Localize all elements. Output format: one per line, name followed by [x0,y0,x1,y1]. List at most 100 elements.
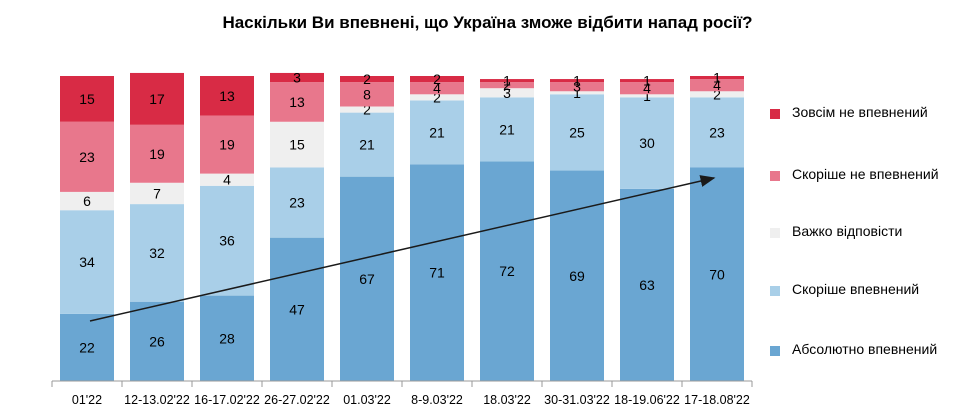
data-label: 23 [79,149,95,165]
bar-segment [690,76,744,80]
data-label: 2 [363,102,371,118]
data-label: 21 [429,124,445,140]
x-tick-label: 8-9.03'22 [411,393,463,407]
data-label: 8 [363,86,371,102]
data-label: 23 [289,195,305,211]
bar-segment [130,204,184,302]
bar-segment [340,82,394,107]
data-label: 7 [153,185,161,201]
legend-swatch [770,228,780,238]
data-label: 32 [149,245,165,261]
x-tick-label: 18-19.06'22 [614,393,680,407]
data-label: 72 [499,263,515,279]
legend-swatch [770,109,780,119]
bar-segment [690,91,744,98]
bar-segment [340,106,394,113]
bar-segment [200,115,254,174]
data-label: 36 [219,233,235,249]
data-label: 21 [499,121,515,137]
bar-segment [690,97,744,168]
bar-segment [270,82,324,122]
data-label: 30 [639,135,655,151]
bar-segment [410,100,464,165]
bar-segment [550,94,604,171]
data-label: 2 [713,86,721,102]
bar-segment [620,94,674,98]
data-label: 1 [573,85,581,101]
legend-label: Важко відповісти [792,223,903,239]
data-label: 2 [433,71,441,87]
data-label: 17 [149,91,165,107]
bar-segment [130,301,184,381]
legend-swatch [770,286,780,296]
data-label: 63 [639,277,655,293]
x-tick-label: 01'22 [72,393,102,407]
data-label: 2 [503,77,511,93]
data-label: 28 [219,330,235,346]
bar-segment [480,97,534,162]
bar-segment [130,124,184,183]
x-tick-label: 30-31.03'22 [544,393,610,407]
legend-label: Скоріше не впевнений [792,166,939,182]
bar-segment [200,76,254,116]
bar-segment [130,72,184,125]
x-tick-label: 12-13.02'22 [124,393,190,407]
data-label: 1 [643,73,651,89]
bar-segment [130,182,184,205]
data-label: 23 [709,124,725,140]
data-label: 1 [503,73,511,89]
data-label: 19 [149,146,165,162]
bar-segment [480,161,534,381]
data-label: 22 [79,339,95,355]
bar-segment [340,176,394,381]
bar-segment [270,121,324,168]
bar-segment [60,191,114,211]
bar-segment [410,76,464,83]
data-label: 19 [219,137,235,153]
bar-segment [410,82,464,95]
data-label: 3 [293,70,301,86]
data-label: 70 [709,266,725,282]
bar-segment [550,79,604,83]
bar-segment [620,97,674,189]
bar-segment [620,82,674,95]
data-label: 21 [359,137,375,153]
data-label: 25 [569,124,585,140]
bar-segment [620,188,674,381]
bar-segment [480,88,534,98]
chart-title: Наскільки Ви впевнені, що Україна зможе … [222,13,753,32]
bar-segment [270,167,324,238]
data-label: 47 [289,301,305,317]
data-label: 13 [289,94,305,110]
bar-segment [60,313,114,381]
x-tick-label: 01.03'22 [343,393,391,407]
bar-segment [690,167,744,381]
data-label: 4 [433,80,441,96]
x-tick-label: 26-27.02'22 [264,393,330,407]
data-label: 6 [83,193,91,209]
bar-segment [410,164,464,381]
data-label: 71 [429,265,445,281]
data-label: 34 [79,254,95,270]
data-label: 13 [219,88,235,104]
bar-segment [340,76,394,83]
data-label: 3 [503,85,511,101]
bar-segment [270,237,324,381]
data-label: 3 [573,79,581,95]
data-label: 4 [223,172,231,188]
data-label: 69 [569,268,585,284]
data-label: 26 [149,333,165,349]
legend-label: Скоріше впевнений [792,281,920,297]
legend-swatch [770,346,780,356]
bar-segment [550,91,604,95]
trend-arrow [89,175,716,322]
legend-swatch [770,171,780,181]
x-tick-label: 17-18.08'22 [684,393,750,407]
data-label: 4 [713,77,721,93]
bar-segment [270,72,324,83]
x-tick-label: 18.03'22 [483,393,531,407]
bar-segment [200,185,254,296]
bar-segment [410,94,464,101]
bar-segment [480,82,534,89]
